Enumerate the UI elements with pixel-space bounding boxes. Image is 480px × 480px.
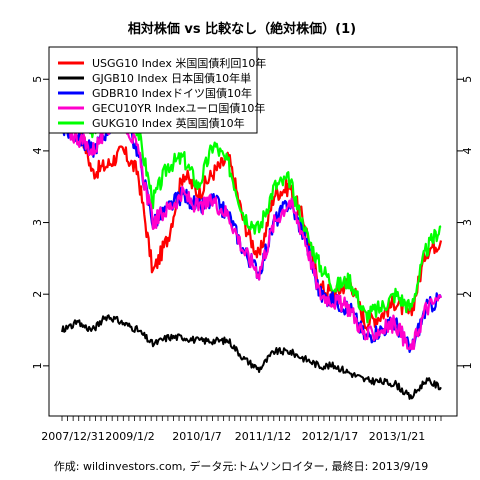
y-tick-label-left-2: 3 — [31, 219, 44, 226]
y-tick-label-left-3: 4 — [31, 147, 44, 154]
series-line-0 — [61, 79, 443, 332]
y-tick-label-right-2: 3 — [461, 219, 474, 226]
legend-label-3: GECU10YR Indexユーロ国債10年 — [92, 101, 265, 115]
y-tick-label-left-1: 2 — [31, 291, 44, 298]
y-tick-label-right-3: 4 — [461, 147, 474, 154]
x-tick-label-1: 2009/1/2 — [105, 430, 154, 443]
legend-label-2: GDBR10 Indexドイツ国債10年 — [92, 86, 252, 100]
legend-label-1: GJGB10 Index 日本国債10年単 — [92, 71, 251, 85]
legend-box — [48, 46, 258, 134]
y-tick-label-left-0: 1 — [31, 362, 44, 369]
y-tick-label-left-4: 5 — [31, 76, 44, 83]
legend-label-4: GUKG10 Index 英国国債10年 — [92, 116, 245, 130]
legend-label-0: USGG10 Index 米国国債利回10年 — [92, 56, 266, 70]
x-tick-label-0: 2007/12/31 — [41, 430, 104, 443]
series-line-1 — [61, 314, 442, 400]
x-tick-label-3: 2011/1/12 — [235, 430, 291, 443]
x-tick-label-2: 2010/1/7 — [172, 430, 221, 443]
y-tick-label-right-4: 5 — [461, 76, 474, 83]
x-tick-label-4: 2012/1/17 — [302, 430, 358, 443]
x-tick-label-5: 2013/1/21 — [369, 430, 425, 443]
chart-caption: 作成: wildinvestors.com, データ元:トムソンロイター, 最終… — [54, 459, 428, 473]
chart-title: 相対株価 vs 比較なし（絶対株価）(1) — [128, 21, 356, 37]
y-tick-label-right-0: 1 — [461, 362, 474, 369]
y-tick-label-right-1: 2 — [461, 291, 474, 298]
axes-layer: 1 1 2 2 3 3 4 4 5 5 2007/12/31 2009/1/2 2010/1/7 2011… — [31, 76, 474, 443]
